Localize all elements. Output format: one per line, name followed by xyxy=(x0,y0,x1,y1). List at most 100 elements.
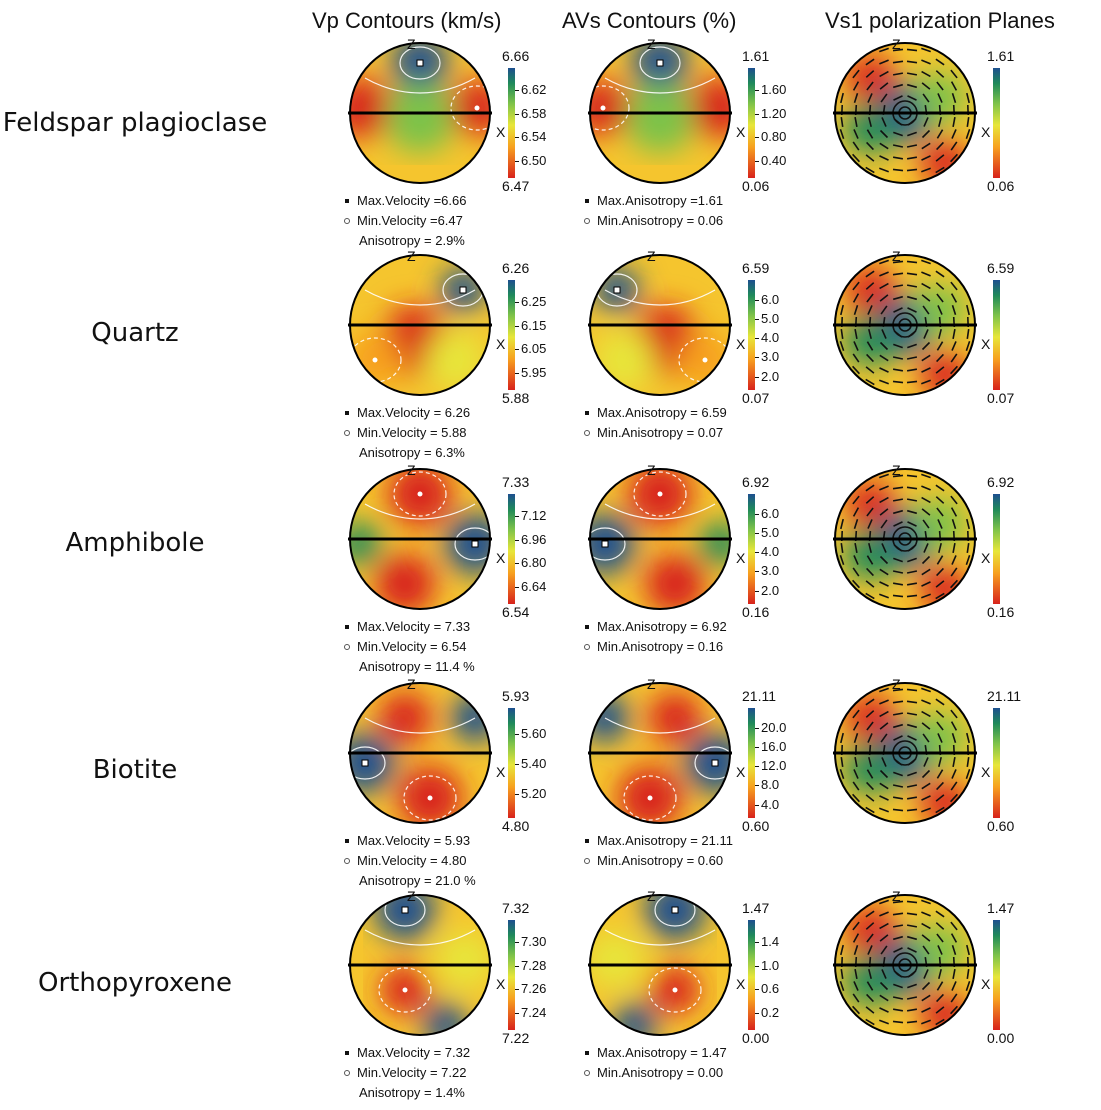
scale-min-value: 0.16 xyxy=(987,604,1014,620)
z-axis-label: Z xyxy=(892,888,901,904)
min-marker-icon xyxy=(584,218,590,224)
max-stat-text: Max.Anisotropy = 21.11 xyxy=(597,833,733,848)
vp-contours-header: Vp Contours (km/s) xyxy=(312,8,502,34)
max-stat-text: Max.Anisotropy = 6.59 xyxy=(597,405,727,420)
color-scale-bar xyxy=(748,494,755,604)
scale-tick-label: 6.96 xyxy=(521,532,546,547)
x-axis-label: X xyxy=(496,976,505,992)
min-marker-icon xyxy=(344,430,350,436)
scale-tick-label: 0.80 xyxy=(761,129,786,144)
x-axis-label: X xyxy=(736,764,745,780)
scale-tick-label: 6.0 xyxy=(761,506,779,521)
scale-tick-label: 2.0 xyxy=(761,583,779,598)
color-scale-bar xyxy=(748,920,755,1030)
scale-tick-label: 7.30 xyxy=(521,934,546,949)
min-stat-text: Min.Velocity = 5.88 xyxy=(357,425,466,440)
scale-tick-label: 6.0 xyxy=(761,292,779,307)
min-stat: Min.Velocity = 7.22 xyxy=(345,1063,470,1083)
scale-tick-label: 5.0 xyxy=(761,311,779,326)
avs-stereonet xyxy=(585,38,735,188)
color-scale-bar xyxy=(508,708,515,818)
min-stat: Min.Anisotropy = 0.06 xyxy=(585,211,723,231)
scale-min-value: 0.00 xyxy=(742,1030,769,1046)
z-axis-label: Z xyxy=(407,888,416,904)
max-stat-text: Max.Anisotropy = 1.47 xyxy=(597,1045,727,1060)
max-marker-icon xyxy=(345,839,349,843)
color-scale-bar xyxy=(993,494,1000,604)
min-stat-text: Min.Velocity = 7.22 xyxy=(357,1065,466,1080)
mineral-label-orthopyroxene: Orthopyroxene xyxy=(0,968,270,998)
scale-tick-label: 4.0 xyxy=(761,797,779,812)
color-scale-bar xyxy=(748,68,755,178)
min-marker-icon xyxy=(584,858,590,864)
scale-tick-label: 7.12 xyxy=(521,508,546,523)
max-stat: Max.Velocity = 7.33 xyxy=(345,617,475,637)
mineral-label-amphibole: Amphibole xyxy=(0,528,270,558)
min-stat-text: Min.Anisotropy = 0.60 xyxy=(597,853,723,868)
max-stat-text: Max.Velocity = 5.93 xyxy=(357,833,470,848)
min-stat: Min.Velocity = 4.80 xyxy=(345,851,476,871)
x-axis-label: X xyxy=(981,976,990,992)
max-marker-icon xyxy=(345,199,349,203)
max-marker-icon xyxy=(345,625,349,629)
scale-tick-label: 5.20 xyxy=(521,786,546,801)
max-marker-icon xyxy=(585,1051,589,1055)
max-stat-text: Max.Velocity = 6.26 xyxy=(357,405,470,420)
color-scale-bar xyxy=(508,920,515,1030)
anisotropy-text: Anisotropy = 2.9% xyxy=(359,233,465,248)
z-axis-label: Z xyxy=(647,36,656,52)
scale-tick-label: 5.95 xyxy=(521,365,546,380)
anisotropy-text: Anisotropy = 11.4 % xyxy=(359,659,475,674)
scale-tick-label: 6.58 xyxy=(521,106,546,121)
min-marker-icon xyxy=(344,858,350,864)
x-axis-label: X xyxy=(736,336,745,352)
min-stat: Min.Velocity = 6.54 xyxy=(345,637,475,657)
min-marker-icon xyxy=(584,430,590,436)
x-axis-label: X xyxy=(496,124,505,140)
max-marker-icon xyxy=(345,1051,349,1055)
scale-tick-label: 20.0 xyxy=(761,720,786,735)
scale-max-value: 6.59 xyxy=(987,260,1014,276)
scale-tick-label: 6.05 xyxy=(521,341,546,356)
scale-tick-label: 8.0 xyxy=(761,777,779,792)
scale-tick-label: 7.28 xyxy=(521,958,546,973)
x-axis-label: X xyxy=(981,764,990,780)
anisotropy-stat: Anisotropy = 6.3% xyxy=(345,443,470,463)
scale-tick-label: 1.4 xyxy=(761,934,779,949)
vs1-polarization-header: Vs1 polarization Planes xyxy=(825,8,1055,34)
anisotropy-stat: Anisotropy = 11.4 % xyxy=(345,657,475,677)
scale-tick-label: 3.0 xyxy=(761,563,779,578)
x-axis-label: X xyxy=(496,336,505,352)
scale-max-value: 6.92 xyxy=(987,474,1014,490)
max-stat: Max.Anisotropy =1.61 xyxy=(585,191,723,211)
z-axis-label: Z xyxy=(407,248,416,264)
min-marker-icon xyxy=(344,1070,350,1076)
color-scale-bar xyxy=(508,68,515,178)
anisotropy-text: Anisotropy = 1.4% xyxy=(359,1085,465,1100)
scale-max-value: 21.11 xyxy=(987,688,1021,704)
z-axis-label: Z xyxy=(407,676,416,692)
x-axis-label: X xyxy=(981,550,990,566)
scale-tick-label: 1.0 xyxy=(761,958,779,973)
color-scale-bar xyxy=(508,494,515,604)
avs-stereonet xyxy=(585,890,735,1040)
z-axis-label: Z xyxy=(407,36,416,52)
scale-min-value: 6.47 xyxy=(502,178,529,194)
max-stat: Max.Anisotropy = 1.47 xyxy=(585,1043,727,1063)
scale-tick-label: 5.0 xyxy=(761,525,779,540)
min-stat-text: Min.Velocity = 4.80 xyxy=(357,853,466,868)
scale-tick-label: 7.24 xyxy=(521,1005,546,1020)
scale-tick-label: 5.60 xyxy=(521,726,546,741)
scale-max-value: 6.66 xyxy=(502,48,529,64)
max-stat: Max.Velocity = 6.26 xyxy=(345,403,470,423)
x-axis-label: X xyxy=(496,550,505,566)
min-stat-text: Min.Anisotropy = 0.16 xyxy=(597,639,723,654)
